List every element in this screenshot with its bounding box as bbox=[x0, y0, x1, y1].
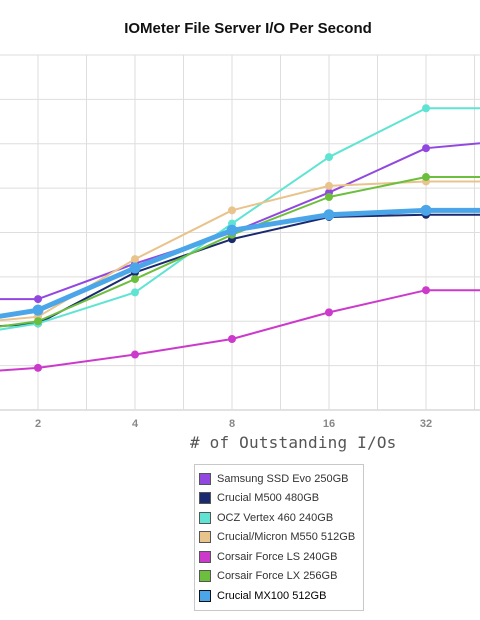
data-point[interactable] bbox=[131, 255, 139, 264]
data-point[interactable] bbox=[422, 286, 430, 295]
data-point[interactable] bbox=[32, 304, 44, 316]
chart-title: IOMeter File Server I/O Per Second bbox=[124, 20, 372, 37]
data-point[interactable] bbox=[325, 153, 333, 162]
series-line[interactable] bbox=[0, 180, 480, 325]
series-layer bbox=[0, 104, 480, 378]
series-line[interactable] bbox=[0, 289, 480, 374]
series-line[interactable] bbox=[0, 207, 480, 325]
legend-item[interactable]: Crucial/Micron M550 512GB bbox=[195, 528, 363, 548]
x-axis-title: # of Outstanding I/Os bbox=[190, 433, 397, 452]
x-tick-label: 16 bbox=[323, 418, 335, 430]
legend-swatch bbox=[199, 570, 211, 583]
legend-item[interactable]: Corsair Force LX 256GB bbox=[195, 567, 363, 587]
data-point[interactable] bbox=[325, 193, 333, 201]
data-point[interactable] bbox=[131, 288, 139, 297]
data-point[interactable] bbox=[34, 295, 42, 304]
series-line[interactable] bbox=[0, 107, 480, 339]
data-point[interactable] bbox=[228, 206, 236, 215]
x-tick-label: 32 bbox=[420, 418, 432, 430]
data-point[interactable] bbox=[131, 275, 139, 284]
data-point[interactable] bbox=[323, 209, 335, 221]
legend-swatch bbox=[199, 511, 211, 524]
data-point[interactable] bbox=[129, 262, 141, 274]
data-point[interactable] bbox=[226, 224, 238, 236]
legend-swatch bbox=[199, 550, 211, 563]
data-point[interactable] bbox=[325, 308, 333, 317]
legend-label: Crucial M500 480GB bbox=[217, 492, 320, 505]
x-tick-label: 2 bbox=[35, 418, 41, 430]
legend-swatch bbox=[199, 492, 211, 505]
data-point[interactable] bbox=[422, 173, 430, 182]
legend-swatch bbox=[199, 472, 211, 485]
legend-item[interactable]: Samsung SSD Evo 250GB bbox=[195, 469, 363, 489]
x-tick-label: 8 bbox=[229, 418, 235, 430]
legend-item[interactable]: Crucial MX100 512GB bbox=[195, 586, 363, 606]
legend-swatch bbox=[199, 589, 211, 602]
data-point[interactable] bbox=[34, 317, 42, 326]
legend-item[interactable]: Crucial M500 480GB bbox=[195, 489, 363, 509]
data-point[interactable] bbox=[420, 204, 432, 216]
x-tick-label: 4 bbox=[132, 418, 139, 430]
legend-item[interactable]: Corsair Force LS 240GB bbox=[195, 547, 363, 567]
legend-label: Corsair Force LX 256GB bbox=[217, 570, 338, 583]
data-point[interactable] bbox=[422, 104, 430, 113]
data-point[interactable] bbox=[422, 144, 430, 153]
legend-label: Samsung SSD Evo 250GB bbox=[217, 472, 349, 485]
line-chart: 2 4 8 16 32 bbox=[0, 54, 480, 430]
data-point[interactable] bbox=[325, 181, 333, 190]
data-point[interactable] bbox=[34, 363, 42, 372]
legend-label: OCZ Vertex 460 240GB bbox=[217, 511, 334, 524]
legend-item[interactable]: OCZ Vertex 460 240GB bbox=[195, 508, 363, 528]
series-crucial-mx100-512gb[interactable] bbox=[0, 204, 480, 331]
legend-label: Corsair Force LS 240GB bbox=[217, 550, 338, 563]
legend: Samsung SSD Evo 250GB Crucial M500 480GB… bbox=[194, 464, 364, 611]
legend-label: Crucial/Micron M550 512GB bbox=[217, 531, 356, 544]
data-point[interactable] bbox=[228, 335, 236, 343]
series-corsair-force-ls-240gb[interactable] bbox=[0, 286, 480, 378]
legend-label: Crucial MX100 512GB bbox=[217, 589, 327, 602]
series-corsair-force-lx-256gb[interactable] bbox=[0, 173, 480, 339]
legend-swatch bbox=[199, 531, 211, 544]
data-point[interactable] bbox=[131, 350, 139, 359]
series-line[interactable] bbox=[0, 176, 480, 335]
x-tick-labels: 2 4 8 16 32 bbox=[35, 418, 432, 430]
